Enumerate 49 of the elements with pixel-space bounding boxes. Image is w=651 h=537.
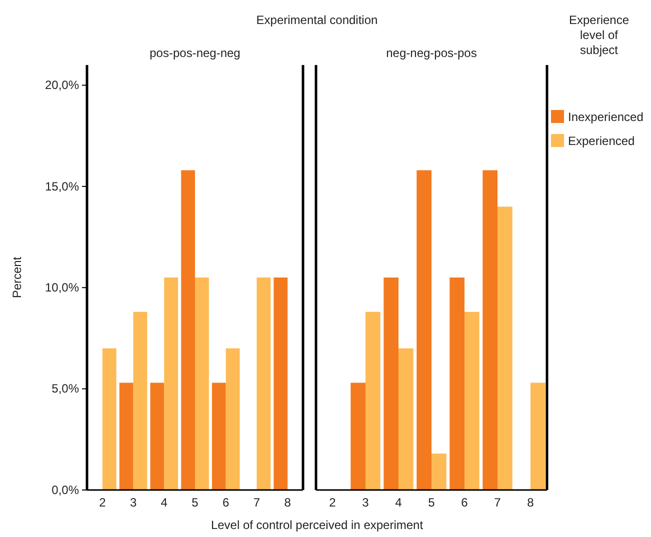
y-axis-title: Percent <box>10 256 24 298</box>
chart-title: Experimental condition <box>256 13 378 27</box>
x-tick-label: 8 <box>527 496 534 510</box>
x-tick-label: 8 <box>284 496 292 510</box>
y-tick-label: 15,0% <box>44 179 80 194</box>
bar <box>133 312 148 490</box>
bar <box>195 278 209 490</box>
bar <box>226 348 240 490</box>
chart-subtitle: neg-neg-pos-pos <box>386 46 477 60</box>
bar <box>482 170 498 490</box>
bar <box>212 382 226 490</box>
x-tick-label: 6 <box>461 496 468 510</box>
x-tick-label: 2 <box>99 496 106 510</box>
x-tick-label: 5 <box>428 496 436 510</box>
chart-subtitle: pos-pos-neg-neg <box>150 46 240 60</box>
x-tick-label: 2 <box>329 496 336 510</box>
bar <box>432 454 446 490</box>
legend-label: Inexperienced <box>568 110 644 124</box>
bar <box>150 382 164 490</box>
legend-label: Experienced <box>568 134 635 148</box>
bar <box>530 382 546 490</box>
bar <box>498 206 512 490</box>
bar <box>102 348 116 490</box>
bar <box>416 170 432 490</box>
x-tick-label: 6 <box>222 496 230 510</box>
x-tick-label: 5 <box>192 496 199 510</box>
bar <box>384 278 398 490</box>
legend-title: Experience level of subject <box>568 13 630 57</box>
bar <box>181 170 195 490</box>
bar <box>350 382 366 490</box>
x-tick-label: 3 <box>130 496 137 510</box>
y-tick-label: 5,0% <box>52 382 80 396</box>
y-tick-label: 10,0% <box>44 280 80 294</box>
bar <box>450 278 464 490</box>
y-tick-label: 20,0% <box>44 78 80 92</box>
y-tick-label: 0,0% <box>52 482 80 497</box>
bar <box>119 382 134 490</box>
x-tick-label: 4 <box>160 496 168 510</box>
bar <box>464 312 480 490</box>
bar <box>366 312 380 490</box>
x-tick-label: 4 <box>395 496 402 510</box>
x-axis-title: Level of control perceived in experiment <box>210 518 424 532</box>
bar <box>164 278 178 490</box>
x-tick-label: 3 <box>362 496 370 510</box>
bar <box>256 278 271 490</box>
x-tick-label: 7 <box>253 496 260 510</box>
x-tick-label: 7 <box>494 496 502 510</box>
bar <box>274 278 288 490</box>
bar <box>398 348 414 490</box>
